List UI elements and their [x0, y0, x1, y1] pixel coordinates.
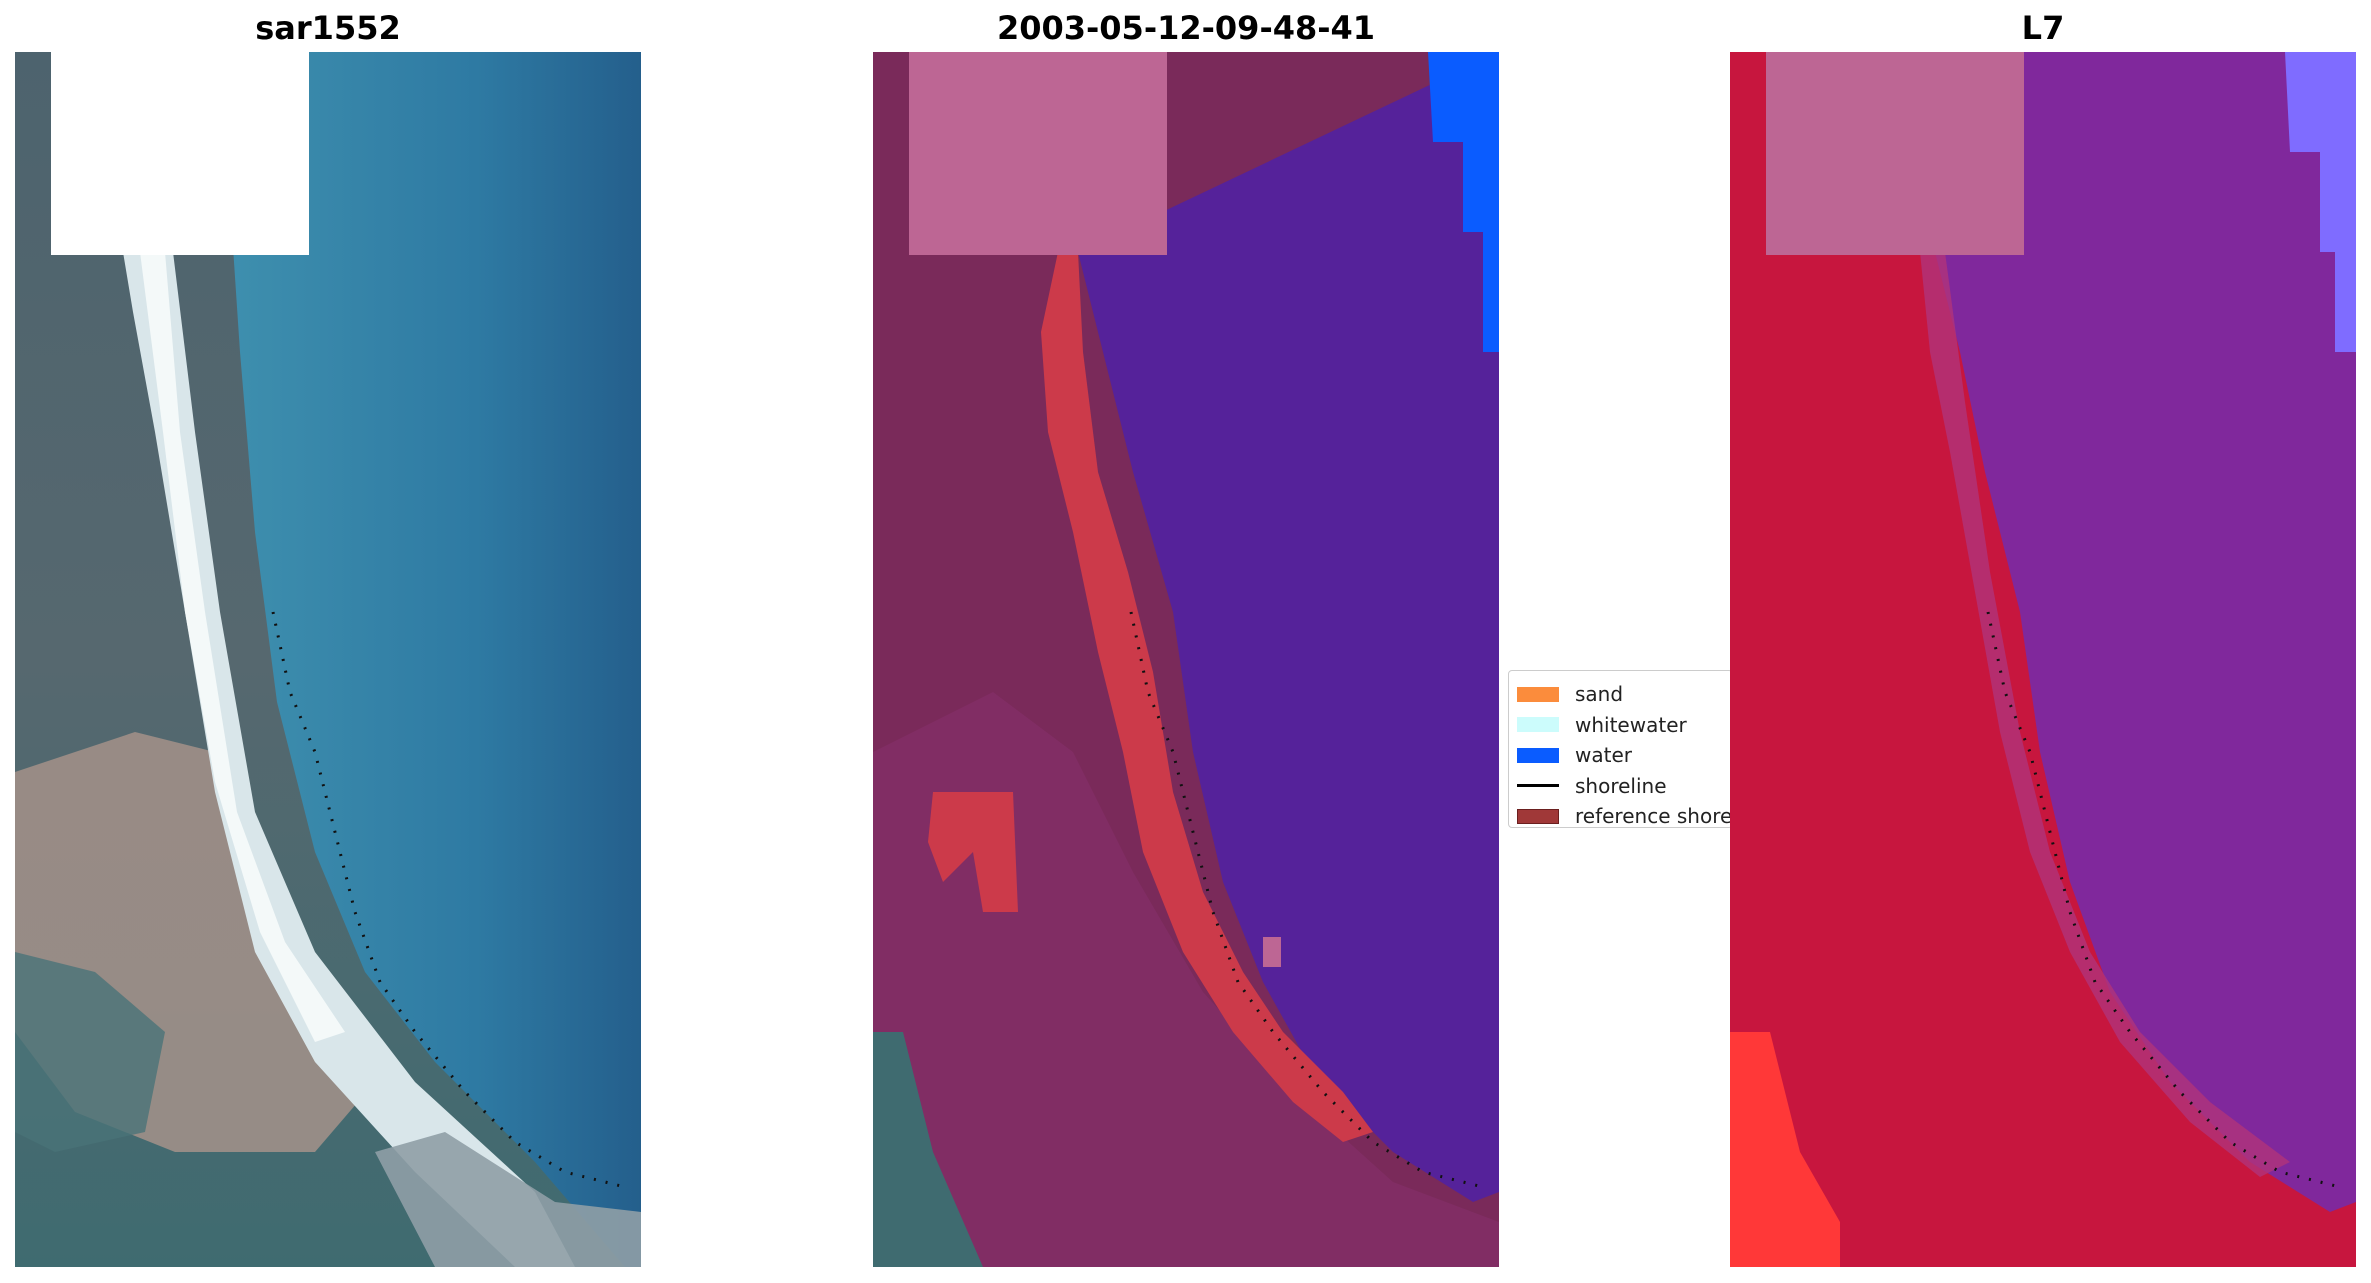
legend-item-reference-shoreline: reference shoreline	[1517, 801, 1733, 828]
panel-title-right: L7	[2021, 9, 2065, 47]
legend-label-whitewater: whitewater	[1575, 712, 1687, 737]
rgb-image-panel	[15, 52, 641, 1267]
false-color-image-panel	[1730, 52, 2356, 1267]
legend-label-water: water	[1575, 743, 1632, 768]
panel-title-left: sar1552	[255, 9, 401, 47]
panel-title-center: 2003-05-12-09-48-41	[996, 9, 1376, 47]
sand-swatch	[1517, 686, 1559, 702]
false-color-image	[1730, 52, 2356, 1267]
legend-item-whitewater: whitewater	[1517, 710, 1732, 741]
classified-image	[873, 52, 1499, 1267]
shoreline-line-swatch	[1517, 784, 1559, 788]
reference-shoreline-swatch	[1517, 808, 1559, 824]
legend-item-shoreline: shoreline	[1517, 771, 1732, 802]
legend-label-sand: sand	[1575, 682, 1624, 707]
whitewater-swatch	[1517, 717, 1559, 733]
water-swatch	[1517, 747, 1559, 763]
legend-label-shoreline: shoreline	[1575, 773, 1667, 798]
class-legend: sand whitewater water shoreline referenc…	[1508, 670, 1733, 828]
classified-image-panel	[873, 52, 1499, 1267]
rgb-image	[15, 52, 641, 1267]
legend-label-reference-shoreline: reference shoreline	[1575, 804, 1733, 828]
legend-item-sand: sand	[1517, 679, 1732, 710]
legend-item-water: water	[1517, 740, 1732, 771]
